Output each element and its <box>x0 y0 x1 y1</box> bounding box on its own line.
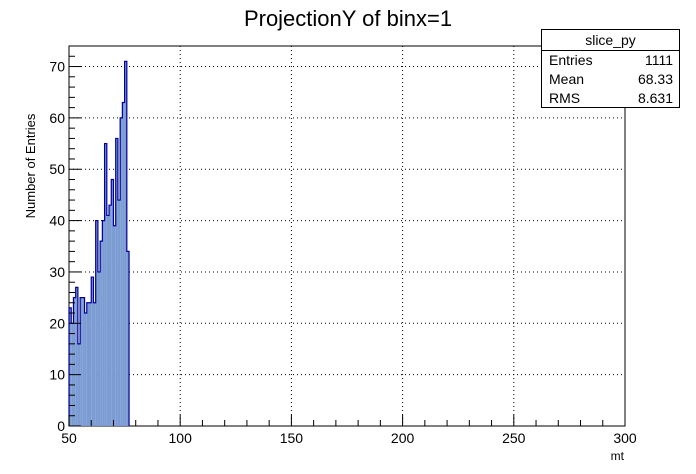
x-axis-ticks: 50 100 150 200 250 300 <box>61 415 637 446</box>
stats-title: slice_py <box>542 30 679 51</box>
y-axis-label: Number of Entries <box>23 113 38 218</box>
stats-row-entries: Entries 1111 <box>542 51 679 70</box>
histogram-bar <box>82 297 85 426</box>
histogram-bar <box>73 297 76 426</box>
y-axis-ticks: 0 10 20 30 40 50 60 70 <box>49 45 81 434</box>
histogram-bars <box>69 61 130 427</box>
histogram-bar <box>89 302 92 426</box>
histogram-bar <box>77 343 81 426</box>
plot-frame <box>68 45 626 427</box>
histogram-bar <box>97 271 101 426</box>
y-tick-label: 70 <box>49 59 65 75</box>
y-tick-label: 50 <box>49 161 65 177</box>
histogram-bar <box>93 302 96 426</box>
x-tick-label: 150 <box>280 430 304 446</box>
x-tick-label: 300 <box>613 430 637 446</box>
histogram-bar <box>113 225 116 426</box>
chart-title: ProjectionY of binx=1 <box>244 6 452 31</box>
histogram-bar <box>111 179 114 426</box>
stats-row-rms: RMS 8.631 <box>542 89 679 108</box>
histogram-bar <box>100 241 103 426</box>
histogram-bar <box>117 200 121 426</box>
histogram-bar <box>122 102 125 427</box>
y-tick-label: 60 <box>49 110 65 126</box>
stats-value: 8.631 <box>637 90 673 106</box>
stats-value: 68.33 <box>637 71 673 87</box>
histogram-bar <box>80 297 83 426</box>
histogram-outline <box>68 60 130 426</box>
histogram-bar <box>120 117 123 426</box>
histogram-bar <box>126 251 130 426</box>
histogram-bar <box>124 61 127 427</box>
histogram-bar <box>86 302 90 426</box>
histogram-bar <box>109 205 112 426</box>
grid-lines <box>69 46 625 426</box>
y-tick-label: 20 <box>49 315 65 331</box>
x-tick-label: 200 <box>391 430 415 446</box>
y-tick-label: 40 <box>49 213 65 229</box>
histogram-bar <box>106 215 110 426</box>
x-tick-label: 100 <box>169 430 193 446</box>
histogram-bar <box>104 143 107 426</box>
stats-row-mean: Mean 68.33 <box>542 70 679 89</box>
stats-key: RMS <box>549 90 581 106</box>
histogram-bar <box>69 307 72 426</box>
histogram-bar <box>115 138 118 426</box>
stats-key: Entries <box>549 52 593 68</box>
y-tick-label: 0 <box>57 418 65 434</box>
x-tick-label: 250 <box>502 430 526 446</box>
stats-key: Mean <box>549 71 585 87</box>
x-tick-label: 50 <box>61 430 77 446</box>
y-tick-label: 30 <box>49 264 65 280</box>
histogram-bar <box>84 313 87 426</box>
y-tick-label: 10 <box>49 367 65 383</box>
x-axis-label: mt <box>611 449 625 463</box>
histogram-bar <box>102 220 105 426</box>
stats-value: 1111 <box>644 52 673 68</box>
histogram-bar <box>75 287 78 426</box>
histogram-bar <box>95 220 98 426</box>
histogram-bar <box>91 277 94 426</box>
stats-box: slice_py Entries 1111 Mean 68.33 RMS 8.6… <box>541 29 680 108</box>
